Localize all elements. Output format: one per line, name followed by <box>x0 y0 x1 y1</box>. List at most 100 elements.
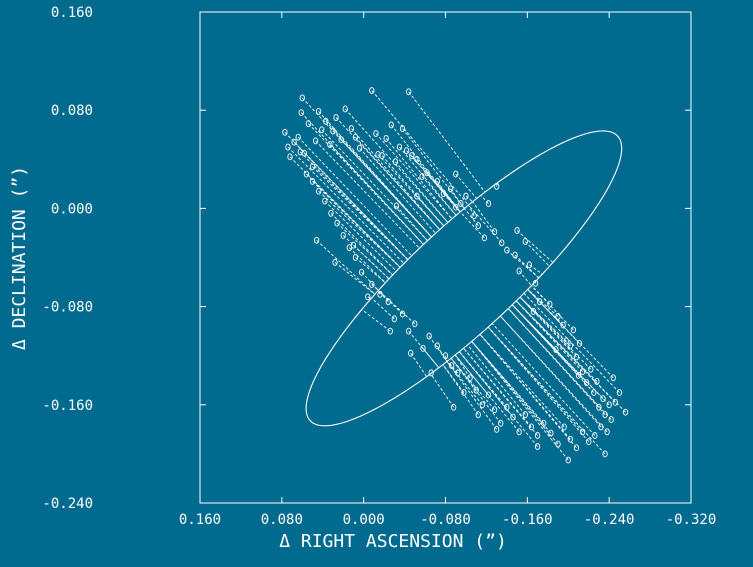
observation-point <box>510 413 516 421</box>
observation-point <box>428 369 434 377</box>
residual-line <box>284 131 409 260</box>
observation-point <box>547 300 553 308</box>
observation-point <box>463 192 469 200</box>
residual-line <box>465 195 473 203</box>
observation-point <box>567 342 573 350</box>
observation-point <box>528 423 535 431</box>
residual-line <box>289 156 401 268</box>
observation-point <box>608 416 614 423</box>
observation-point <box>419 173 425 180</box>
observation-point <box>512 251 518 259</box>
observation-point <box>442 352 449 360</box>
observation-point <box>323 117 329 125</box>
residual-line <box>390 124 461 213</box>
observation-point <box>567 435 573 443</box>
residual-line <box>371 284 379 291</box>
residual-line <box>531 285 574 331</box>
observation-point <box>352 133 359 141</box>
residual-line <box>353 244 390 280</box>
observation-point <box>399 125 406 133</box>
residual-line <box>515 300 598 382</box>
residual-line <box>300 112 424 245</box>
observation-point <box>491 228 498 236</box>
observation-point <box>591 389 597 396</box>
residual-line <box>371 297 395 320</box>
orbit-ellipse <box>305 130 623 427</box>
observation-point <box>424 169 430 177</box>
residual-line <box>355 136 441 230</box>
residual-line <box>491 323 596 436</box>
observation-point <box>448 362 455 369</box>
residual-line <box>471 341 545 424</box>
observation-point <box>499 239 505 247</box>
observation-point <box>409 152 415 160</box>
x-axis-label: Δ RIGHT ASCENSION (”) <box>279 531 507 552</box>
residual-line <box>293 141 409 260</box>
observation-point <box>594 378 600 385</box>
residual-line <box>511 304 557 350</box>
observation-point <box>475 411 481 419</box>
residual-line <box>464 208 479 226</box>
observation-point <box>479 401 485 409</box>
observation-point <box>586 438 592 446</box>
residual-line <box>524 241 550 267</box>
observation-point <box>579 368 586 376</box>
residual-line <box>410 352 428 377</box>
observation-point <box>530 308 537 315</box>
residual-line <box>468 204 503 244</box>
observation-point <box>536 298 543 306</box>
y-tick-label: -0.080 <box>42 300 93 316</box>
residual-line <box>336 222 393 276</box>
observation-point <box>305 120 312 128</box>
residual-line <box>430 373 455 408</box>
residual-line <box>487 326 606 455</box>
residual-line <box>454 354 489 396</box>
observation-point <box>312 137 319 145</box>
observation-point <box>393 202 400 210</box>
residual-line <box>299 151 409 260</box>
residual-line <box>375 133 453 220</box>
observation-point <box>604 428 610 436</box>
observation-point <box>358 268 365 276</box>
y-tick-labels: 0.160 0.080 0.000 -0.080 -0.160 -0.240 <box>42 5 93 512</box>
observation-point <box>338 136 344 144</box>
observation-point <box>388 121 394 129</box>
x-tick-label: -0.080 <box>420 512 471 528</box>
observation-point <box>330 127 336 135</box>
observation-point <box>369 281 375 288</box>
observation-point <box>316 107 322 115</box>
observation-point <box>600 395 606 403</box>
observation-point <box>491 406 498 414</box>
observation-point <box>373 130 379 137</box>
observation-point <box>560 321 566 329</box>
residual-line <box>395 161 449 223</box>
residual-line <box>450 357 477 391</box>
observation-point <box>451 403 457 411</box>
y-tick-label: 0.160 <box>51 5 93 21</box>
observation-point <box>298 109 304 117</box>
observation-point <box>473 386 479 394</box>
observation-point <box>596 403 602 411</box>
observation-point <box>408 349 414 357</box>
observation-point <box>375 150 381 158</box>
observation-point <box>522 238 528 245</box>
observation-point <box>565 456 571 464</box>
observation-point <box>387 327 393 335</box>
observation-point <box>333 114 339 122</box>
observation-point <box>350 241 357 249</box>
observation-point <box>555 312 561 320</box>
observation-point <box>391 315 398 323</box>
observation-point <box>584 379 590 387</box>
residual-line <box>436 181 461 213</box>
residual-line <box>408 330 440 369</box>
observation-point <box>534 432 541 439</box>
residual-line <box>321 129 428 241</box>
observation-point <box>526 261 533 269</box>
observation-point <box>319 126 325 134</box>
observation-point <box>504 403 510 411</box>
x-tick-label: -0.160 <box>502 512 553 528</box>
observation-point <box>516 428 522 436</box>
residual-line <box>507 308 606 415</box>
residual-line <box>515 300 626 413</box>
residual-line <box>385 138 453 220</box>
